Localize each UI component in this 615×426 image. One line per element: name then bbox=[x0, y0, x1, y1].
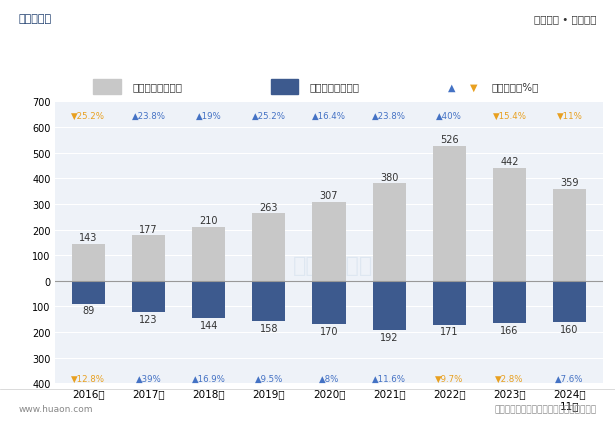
Text: 华经情报网: 华经情报网 bbox=[18, 14, 52, 24]
Text: 144: 144 bbox=[199, 320, 218, 330]
Text: ▲7.6%: ▲7.6% bbox=[555, 374, 584, 383]
Text: ▼9.7%: ▼9.7% bbox=[435, 374, 464, 383]
Bar bbox=[433, 281, 466, 325]
Bar bbox=[553, 281, 586, 322]
Text: ▲25.2%: ▲25.2% bbox=[252, 111, 286, 120]
Bar bbox=[132, 281, 165, 313]
Bar bbox=[252, 214, 285, 281]
Text: 210: 210 bbox=[199, 216, 218, 226]
Text: 华经产业研究院: 华经产业研究院 bbox=[293, 255, 387, 275]
Bar bbox=[373, 184, 406, 281]
Text: ▲16.9%: ▲16.9% bbox=[192, 374, 226, 383]
Text: 166: 166 bbox=[500, 325, 518, 335]
Bar bbox=[192, 227, 225, 281]
Text: 123: 123 bbox=[140, 314, 158, 324]
Text: 143: 143 bbox=[79, 233, 98, 243]
Text: ▼11%: ▼11% bbox=[557, 111, 582, 120]
Bar bbox=[312, 203, 346, 281]
Text: ▲23.8%: ▲23.8% bbox=[372, 111, 406, 120]
FancyBboxPatch shape bbox=[93, 80, 121, 95]
Text: 专业严谨 • 客观科学: 专业严谨 • 客观科学 bbox=[534, 14, 597, 24]
Text: 89: 89 bbox=[82, 306, 95, 316]
Text: 出口额（亿美元）: 出口额（亿美元） bbox=[132, 82, 182, 92]
Text: ▲16.4%: ▲16.4% bbox=[312, 111, 346, 120]
Bar bbox=[493, 281, 526, 324]
Text: ▲23.8%: ▲23.8% bbox=[132, 111, 165, 120]
Bar bbox=[72, 245, 105, 281]
Text: ▲9.5%: ▲9.5% bbox=[255, 374, 283, 383]
Text: 数据来源：中国海关、华经产业研究院整理: 数据来源：中国海关、华经产业研究院整理 bbox=[494, 404, 597, 413]
Bar bbox=[553, 190, 586, 281]
Text: 359: 359 bbox=[560, 178, 579, 187]
Text: ▲19%: ▲19% bbox=[196, 111, 221, 120]
Bar bbox=[252, 281, 285, 322]
Text: 263: 263 bbox=[260, 202, 278, 212]
Text: ▼2.8%: ▼2.8% bbox=[495, 374, 524, 383]
Text: ▲40%: ▲40% bbox=[437, 111, 462, 120]
Text: ▲8%: ▲8% bbox=[319, 374, 339, 383]
Text: ▼15.4%: ▼15.4% bbox=[493, 111, 526, 120]
Text: 160: 160 bbox=[560, 324, 579, 334]
Text: ▲: ▲ bbox=[448, 82, 455, 92]
Bar bbox=[72, 281, 105, 304]
Text: 171: 171 bbox=[440, 327, 459, 337]
Text: 177: 177 bbox=[139, 224, 158, 234]
Bar bbox=[312, 281, 346, 325]
Bar bbox=[192, 281, 225, 318]
Text: ▲11.6%: ▲11.6% bbox=[372, 374, 406, 383]
Text: 442: 442 bbox=[500, 156, 518, 167]
Text: ▼12.8%: ▼12.8% bbox=[71, 374, 105, 383]
Text: ▲39%: ▲39% bbox=[136, 374, 162, 383]
Text: 192: 192 bbox=[380, 332, 399, 342]
Text: ▼: ▼ bbox=[470, 82, 477, 92]
Text: 170: 170 bbox=[320, 326, 338, 337]
Text: 158: 158 bbox=[260, 323, 278, 333]
Bar bbox=[373, 281, 406, 330]
Bar bbox=[132, 236, 165, 281]
FancyBboxPatch shape bbox=[271, 80, 298, 95]
Text: 同比增长（%）: 同比增长（%） bbox=[492, 82, 539, 92]
Text: 380: 380 bbox=[380, 172, 399, 182]
Bar bbox=[493, 168, 526, 281]
Bar bbox=[433, 147, 466, 281]
Text: www.huaon.com: www.huaon.com bbox=[18, 404, 93, 413]
Text: 进口额（亿美元）: 进口额（亿美元） bbox=[309, 82, 359, 92]
Text: 2016-2024年11月湖南省(境内目的地/货源地)进、出口额: 2016-2024年11月湖南省(境内目的地/货源地)进、出口额 bbox=[165, 48, 450, 63]
Text: 307: 307 bbox=[320, 191, 338, 201]
Text: 526: 526 bbox=[440, 135, 459, 145]
Text: ▼25.2%: ▼25.2% bbox=[71, 111, 105, 120]
